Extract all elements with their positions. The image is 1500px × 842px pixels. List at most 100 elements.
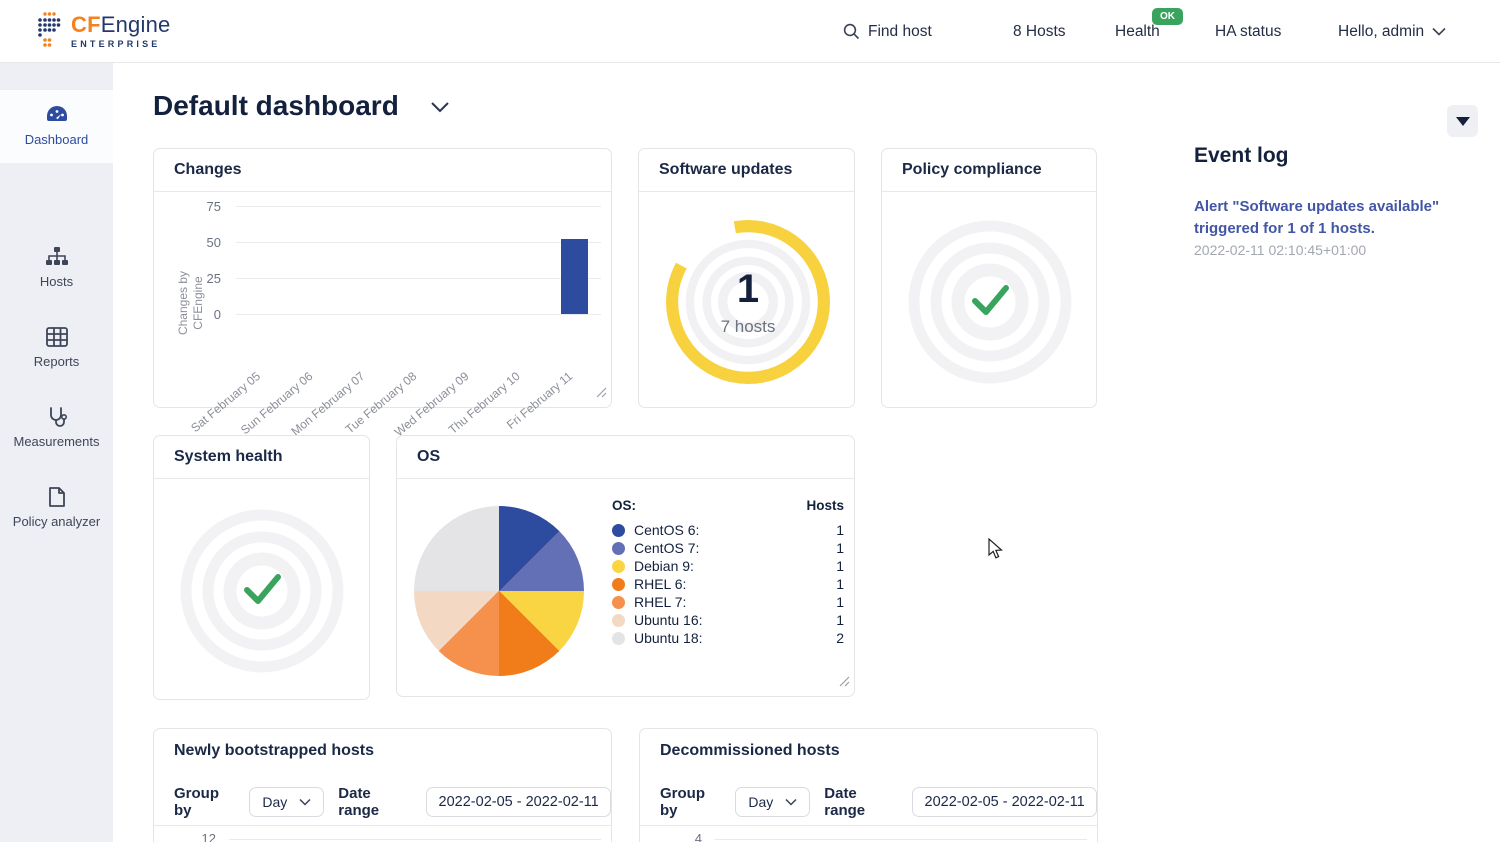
measurements-icon xyxy=(49,407,67,427)
sidebar-item-label: Reports xyxy=(33,354,80,369)
swatch-ubuntu18 xyxy=(612,631,625,645)
changes-bar xyxy=(561,239,588,314)
policy-compliance-card: Policy compliance xyxy=(881,148,1097,408)
legend-row: CentOS 6: 1 xyxy=(612,521,844,539)
system-health-card: System health xyxy=(153,435,370,700)
legend-row: CentOS 7: 1 xyxy=(612,539,844,557)
changes-card-title: Changes xyxy=(154,149,611,192)
y-tick: 75 xyxy=(206,199,221,214)
y-tick: 12 xyxy=(201,831,216,842)
date-range-input[interactable]: 2022-02-05 - 2022-02-11 xyxy=(912,787,1097,817)
date-range-label: Date range xyxy=(338,785,380,819)
group-by-label: Group by xyxy=(660,785,705,819)
alert-count: 1 xyxy=(736,267,760,311)
y-tick: 0 xyxy=(213,307,221,322)
chevron-down-icon xyxy=(431,102,449,113)
y-tick: 4 xyxy=(694,831,702,842)
sidebar-item-measurements[interactable]: Measurements xyxy=(0,406,113,449)
hosts-count-link[interactable]: 8 Hosts xyxy=(1013,22,1066,40)
date-range-input[interactable]: 2022-02-05 - 2022-02-11 xyxy=(426,787,611,817)
find-host-label: Find host xyxy=(868,22,932,40)
chevron-down-icon xyxy=(785,798,797,806)
swatch-rhel7 xyxy=(612,595,625,609)
date-range-label: Date range xyxy=(824,785,866,819)
legend-col-hosts: Hosts xyxy=(806,498,844,513)
group-by-select[interactable]: Day xyxy=(735,787,811,817)
legend-row: RHEL 6: 1 xyxy=(612,575,844,593)
hosts-icon xyxy=(45,247,68,265)
bootstrapped-card-title: Newly bootstrapped hosts xyxy=(174,741,375,759)
legend-row: Ubuntu 18: 2 xyxy=(612,629,844,647)
top-navbar: CFEngine ENTERPRISE Find host 8 Hosts He… xyxy=(0,0,1500,63)
resize-handle-icon[interactable] xyxy=(838,674,850,692)
system-health-card-title: System health xyxy=(154,436,369,479)
policy-compliance-status xyxy=(903,215,1077,394)
hosts-total-label: 7 hosts xyxy=(720,317,776,336)
legend-row: Debian 9: 1 xyxy=(612,557,844,575)
dashboard-icon xyxy=(46,106,67,121)
y-tick: 25 xyxy=(206,271,221,286)
policy-analyzer-icon xyxy=(48,487,65,507)
dashboard-selector-chevron[interactable] xyxy=(430,100,450,118)
bootstrapped-card: Newly bootstrapped hosts Group by Day Da… xyxy=(153,728,612,842)
sidebar-item-hosts[interactable]: Hosts xyxy=(0,246,113,289)
bootstrapped-controls: Group by Day Date range 2022-02-05 - 202… xyxy=(174,785,611,819)
event-log-entry-link[interactable]: Alert "Software updates available" trigg… xyxy=(1194,198,1440,237)
swatch-centos7 xyxy=(612,541,625,555)
sidebar-item-reports[interactable]: Reports xyxy=(0,326,113,369)
software-updates-card-title: Software updates xyxy=(639,149,854,192)
event-log-toggle-button[interactable] xyxy=(1447,105,1478,137)
os-card: OS OS: Hosts CentOS 6: 1 CentOS 7: 1 Debia… xyxy=(396,435,855,697)
y-tick: 50 xyxy=(206,235,221,250)
cfengine-logo[interactable]: CFEngine ENTERPRISE xyxy=(36,10,170,50)
legend-row: RHEL 7: 1 xyxy=(612,593,844,611)
swatch-rhel6 xyxy=(612,577,625,591)
legend-row: Ubuntu 16: 1 xyxy=(612,611,844,629)
user-menu[interactable]: Hello, admin xyxy=(1338,0,1446,63)
sidebar-item-label: Measurements xyxy=(13,434,100,449)
cfengine-logo-icon xyxy=(38,12,61,47)
search-icon xyxy=(843,23,860,40)
decommissioned-card-title: Decommissioned hosts xyxy=(660,741,840,759)
legend-col-os: OS: xyxy=(612,498,637,513)
software-updates-card: Software updates 1 7 hosts xyxy=(638,148,855,408)
caret-down-icon xyxy=(1455,116,1470,126)
sidebar-item-label: Policy analyzer xyxy=(12,514,101,529)
event-log-title: Event log xyxy=(1194,144,1289,167)
sidebar: Dashboard Hosts Reports xyxy=(0,63,113,842)
chevron-down-icon xyxy=(299,798,311,806)
decommissioned-card: Decommissioned hosts Group by Day Date r… xyxy=(639,728,1098,842)
check-icon xyxy=(972,285,1009,315)
policy-compliance-card-title: Policy compliance xyxy=(882,149,1096,192)
brand-subtitle: ENTERPRISE xyxy=(71,38,161,49)
system-health-status xyxy=(175,504,349,683)
brand-name: CFEngine xyxy=(71,11,171,37)
swatch-debian9 xyxy=(612,559,625,573)
changes-card: Changes Changes by CFEngine 75 50 25 0 Sa… xyxy=(153,148,612,439)
ha-status-link[interactable]: HA status xyxy=(1215,22,1282,40)
swatch-ubuntu16 xyxy=(612,613,625,627)
group-by-select[interactable]: Day xyxy=(249,787,325,817)
changes-chart: Changes by CFEngine 75 50 25 0 Sat Februa… xyxy=(154,192,611,439)
group-by-label: Group by xyxy=(174,785,219,819)
health-ok-badge: OK xyxy=(1152,8,1183,25)
sidebar-item-dashboard[interactable]: Dashboard xyxy=(0,90,113,163)
os-pie xyxy=(414,506,584,676)
page-title: Default dashboard xyxy=(153,90,399,121)
chevron-down-icon xyxy=(1432,27,1446,36)
software-updates-gauge: 1 7 hosts xyxy=(659,213,837,391)
swatch-centos6 xyxy=(612,523,625,537)
sidebar-item-policy-analyzer[interactable]: Policy analyzer xyxy=(0,486,113,529)
changes-y-axis-label: Changes by CFEngine xyxy=(176,270,205,336)
event-log-entry-timestamp: 2022-02-11 02:10:45+01:00 xyxy=(1194,242,1367,258)
os-card-title: OS xyxy=(397,436,854,479)
os-legend: OS: Hosts CentOS 6: 1 CentOS 7: 1 Debian 9… xyxy=(612,498,844,647)
decommissioned-controls: Group by Day Date range 2022-02-05 - 202… xyxy=(660,785,1097,819)
resize-handle-icon[interactable] xyxy=(595,385,607,403)
reports-icon xyxy=(45,327,68,347)
mouse-cursor xyxy=(988,538,1003,559)
find-host-link[interactable]: Find host xyxy=(843,0,932,63)
health-link[interactable]: Health xyxy=(1115,22,1160,40)
check-icon xyxy=(244,574,281,604)
